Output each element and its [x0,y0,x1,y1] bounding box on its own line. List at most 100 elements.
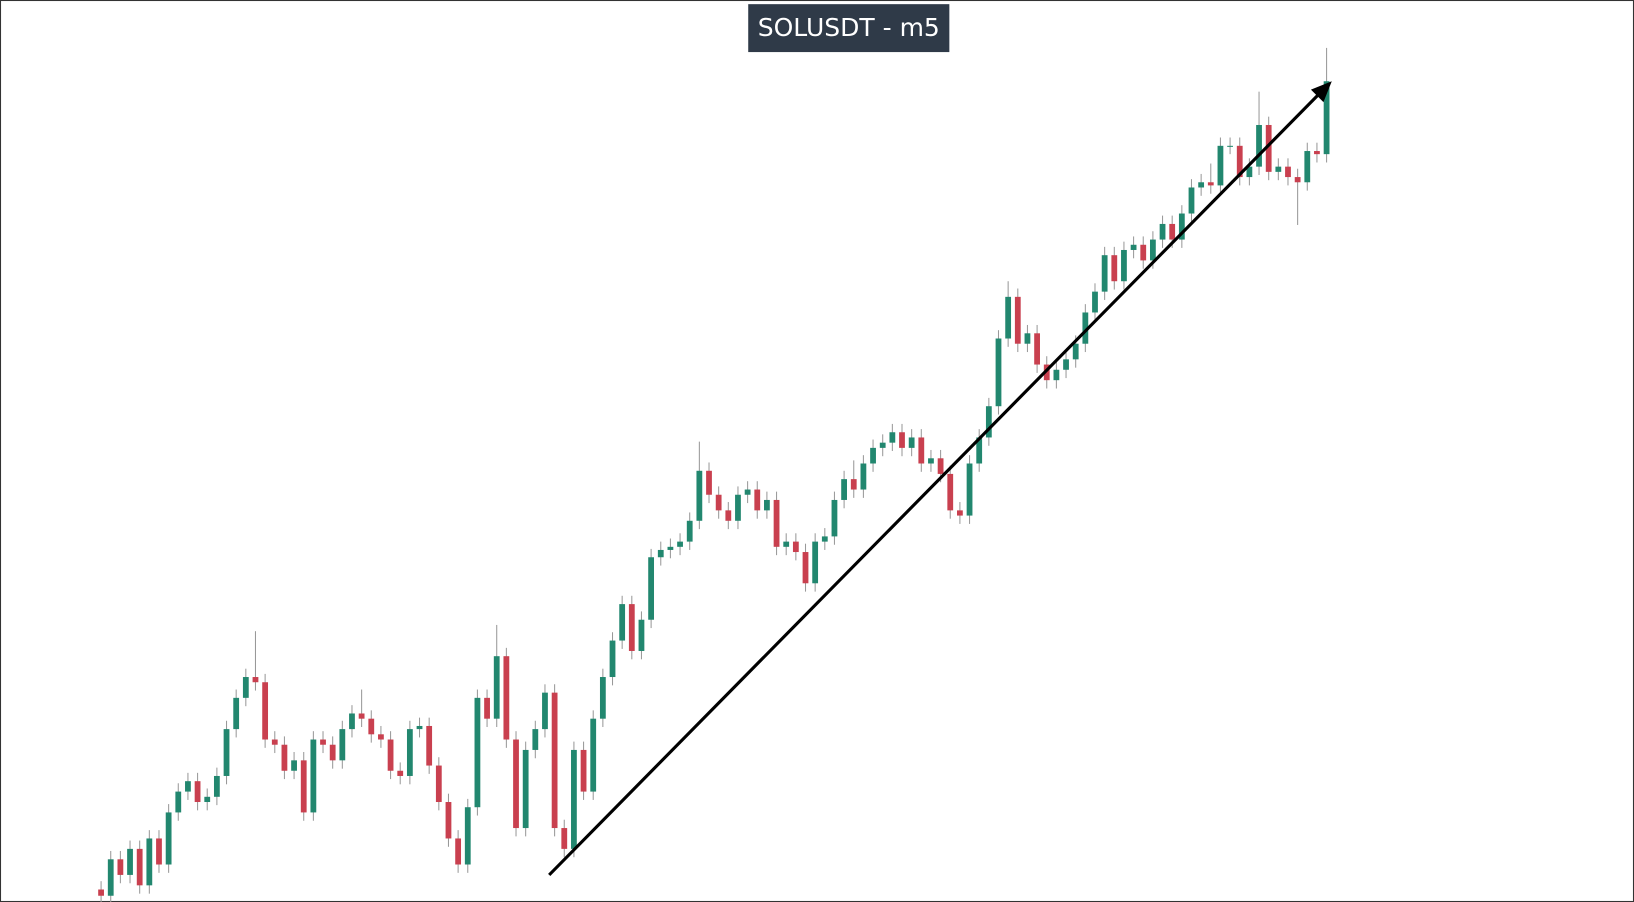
candle-body [117,859,124,875]
candle-body [1149,239,1156,261]
candle-body [213,775,220,797]
candle-body [329,744,336,761]
candle-body [696,470,703,521]
candle-body [879,442,886,448]
candle-body [522,749,529,829]
candle-body [1159,223,1166,240]
candle-body [571,749,577,849]
candle-body [590,718,597,792]
trend-arrow [548,81,1332,877]
candle-body [966,463,973,516]
candle-body [1140,244,1147,261]
candle-body [754,489,761,511]
candle-body [1294,177,1301,183]
candle-body [580,749,587,792]
candle-body [551,692,558,829]
candle-body [146,838,153,886]
candle-body [127,848,133,875]
candle-body [841,479,847,500]
candle-body [484,697,490,719]
candle-body [735,494,741,521]
candle-body [136,848,143,886]
candle-body [831,499,838,537]
candle-body [503,656,510,740]
candle-body [1246,166,1253,178]
candle-body [368,718,375,735]
candle-body [300,760,307,813]
candle-body [1121,249,1127,282]
candle-body [1101,255,1108,292]
candle-body [1014,296,1021,344]
candle-body [1024,333,1031,344]
candle-body [1005,296,1012,339]
candle-body [599,677,606,719]
candle-body [1063,359,1069,370]
candle-body [870,447,876,464]
candle-body [1092,291,1098,313]
candle-body [378,734,384,740]
candle-body [744,489,751,495]
candle-body [1188,187,1195,214]
candle-body [1256,124,1262,167]
candle-body [416,725,423,730]
candle-body [1082,312,1089,344]
candle-body [947,473,954,511]
candle-body [1072,343,1079,360]
candle-body [561,828,568,849]
candle-body [532,729,539,750]
candle-body [1217,145,1224,186]
candles [98,47,1330,902]
candle-body [426,725,433,766]
candle-body [397,770,404,776]
candle-body [667,546,674,550]
candle-body [648,557,655,620]
candle-body [349,713,355,730]
candle-body [1207,182,1214,186]
candle-body [339,729,346,761]
candle-body [764,499,770,511]
candle-body [542,692,548,730]
candle-body [1130,244,1137,250]
candle-body [223,729,230,776]
candle-body [899,432,905,448]
candle-body [677,541,683,547]
candle-body [310,739,317,813]
candle-body [1323,81,1330,155]
candle-body [976,437,983,464]
candle-body [387,739,394,771]
candle-body [725,510,732,521]
candle-body [107,859,114,896]
candle-body [1275,166,1282,172]
candle-body [185,781,191,792]
candle-body [783,541,790,547]
candle-body [1236,145,1243,178]
candle-body [937,458,944,474]
candle-body [464,807,471,865]
candle-body [889,432,896,443]
candle-body [320,739,326,745]
candle-body [358,713,365,719]
candle-body [493,656,500,719]
candle-body [1111,255,1118,282]
candle-body [435,765,442,803]
candle-body [657,549,664,558]
candle-body [802,552,809,584]
candle-body [686,520,693,542]
candle-body [1198,182,1205,188]
title-box [748,4,950,53]
candle-body [918,437,925,464]
candle-body [1304,151,1311,183]
candle-body [474,697,481,808]
candle-body [455,838,462,865]
candle-body [1169,223,1176,240]
candle-body [175,791,182,813]
candle-body [1227,145,1233,147]
candle-body [1178,213,1185,240]
candle-body [792,541,799,553]
arrow-line [548,92,1321,877]
candle-body [773,499,780,547]
candle-body [156,838,162,865]
candle-body [928,458,934,464]
